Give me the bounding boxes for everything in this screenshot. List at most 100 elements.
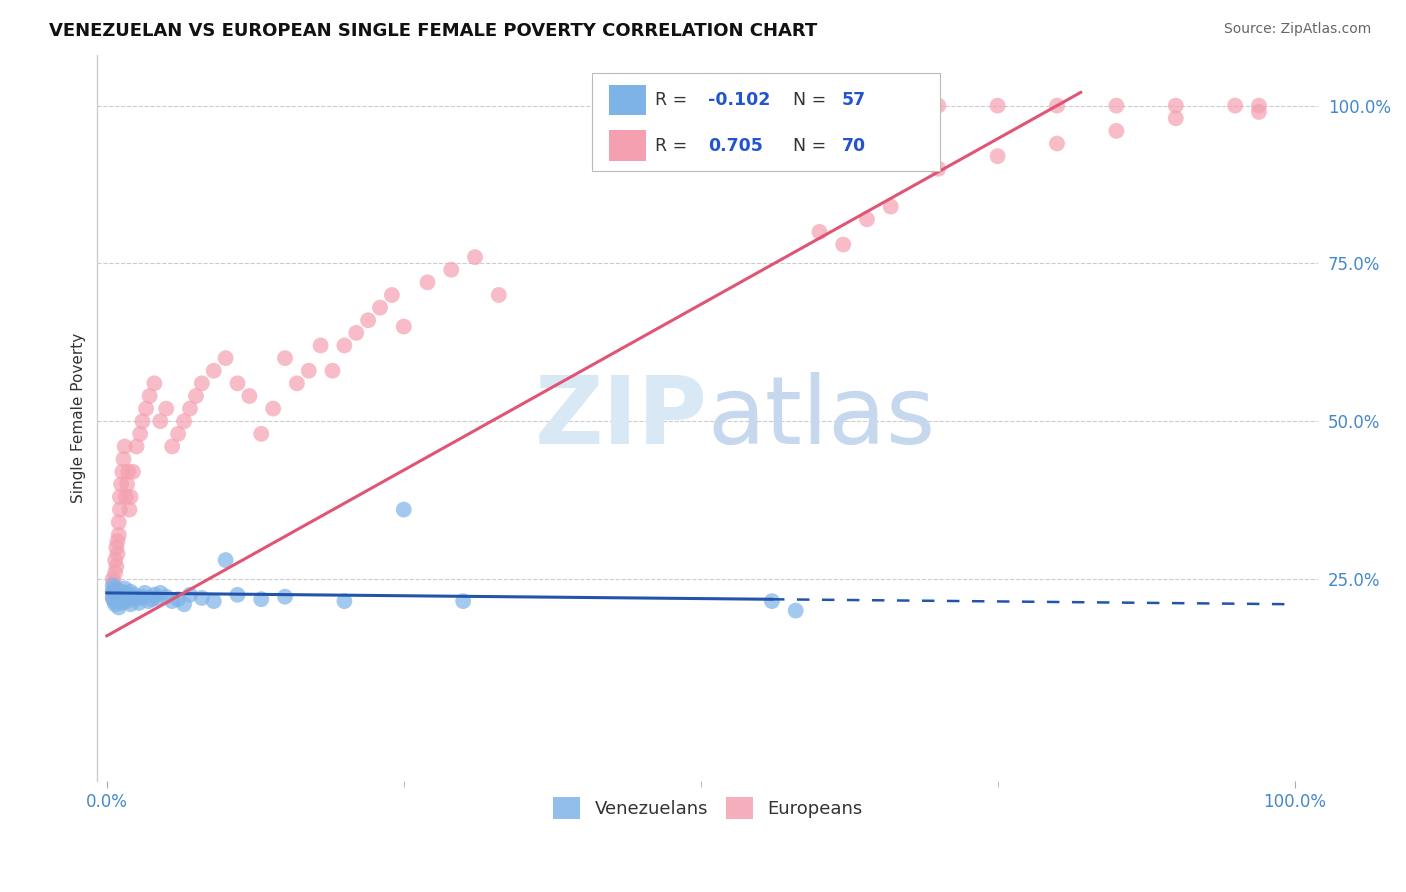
Point xyxy=(761,594,783,608)
Point xyxy=(868,98,890,112)
Point xyxy=(226,588,249,602)
Text: VENEZUELAN VS EUROPEAN SINGLE FEMALE POVERTY CORRELATION CHART: VENEZUELAN VS EUROPEAN SINGLE FEMALE POV… xyxy=(49,22,817,40)
Point xyxy=(129,426,152,441)
Point xyxy=(451,594,474,608)
Point xyxy=(808,225,831,239)
Point xyxy=(333,594,356,608)
Point xyxy=(103,582,125,596)
Point xyxy=(1223,98,1246,112)
Point xyxy=(274,590,297,604)
Legend: Venezuelans, Europeans: Venezuelans, Europeans xyxy=(546,790,870,826)
Point xyxy=(298,364,321,378)
Point xyxy=(108,490,131,504)
Point xyxy=(115,477,138,491)
Point xyxy=(120,490,142,504)
Point xyxy=(344,326,367,340)
Point xyxy=(104,597,127,611)
Point xyxy=(122,591,145,605)
Point xyxy=(1164,112,1187,126)
Point xyxy=(111,584,134,599)
Point xyxy=(101,591,124,605)
Point xyxy=(110,477,132,491)
Text: atlas: atlas xyxy=(707,372,936,464)
Point xyxy=(357,313,380,327)
Point xyxy=(1247,105,1270,120)
Point xyxy=(149,414,172,428)
Point xyxy=(108,586,131,600)
Text: 70: 70 xyxy=(842,136,866,154)
Point xyxy=(103,575,125,590)
Point xyxy=(107,590,129,604)
Point xyxy=(1247,98,1270,112)
Point xyxy=(138,594,160,608)
Point xyxy=(111,591,134,605)
Point xyxy=(105,559,128,574)
Point xyxy=(143,376,166,391)
Point xyxy=(155,401,177,416)
Point xyxy=(191,591,214,605)
Text: N =: N = xyxy=(793,91,832,109)
Point xyxy=(115,586,138,600)
Point xyxy=(115,594,138,608)
Text: ZIP: ZIP xyxy=(534,372,707,464)
Point xyxy=(1164,98,1187,112)
Point xyxy=(107,515,129,529)
Point xyxy=(214,351,236,365)
Point xyxy=(173,597,195,611)
Y-axis label: Single Female Poverty: Single Female Poverty xyxy=(72,333,86,503)
Text: R =: R = xyxy=(655,136,693,154)
Point xyxy=(155,590,177,604)
Point xyxy=(262,401,284,416)
Point xyxy=(160,440,183,454)
Point xyxy=(238,389,260,403)
Point xyxy=(131,414,153,428)
Point xyxy=(101,591,124,605)
Point xyxy=(381,288,404,302)
Point xyxy=(392,319,415,334)
Text: 57: 57 xyxy=(842,91,866,109)
Point xyxy=(464,250,486,264)
Point xyxy=(416,276,439,290)
Point xyxy=(214,553,236,567)
Point xyxy=(101,572,124,586)
Point xyxy=(488,288,510,302)
Point xyxy=(160,594,183,608)
Text: Source: ZipAtlas.com: Source: ZipAtlas.com xyxy=(1223,22,1371,37)
Point xyxy=(118,588,141,602)
Point xyxy=(138,389,160,403)
Point xyxy=(107,534,129,549)
Point xyxy=(125,592,148,607)
Point xyxy=(110,590,132,604)
Point xyxy=(104,566,127,580)
Point xyxy=(105,592,128,607)
Point xyxy=(120,597,142,611)
Point xyxy=(440,262,463,277)
Point xyxy=(122,588,145,602)
Point xyxy=(184,389,207,403)
Point xyxy=(108,592,131,607)
Point xyxy=(143,588,166,602)
Point xyxy=(134,586,156,600)
Point xyxy=(880,200,903,214)
Point xyxy=(927,98,949,112)
Point xyxy=(285,376,308,391)
Point xyxy=(111,465,134,479)
Text: N =: N = xyxy=(793,136,832,154)
FancyBboxPatch shape xyxy=(592,73,939,171)
Point xyxy=(927,161,949,176)
Point xyxy=(104,553,127,567)
Point xyxy=(101,584,124,599)
Point xyxy=(179,401,201,416)
Point xyxy=(128,596,150,610)
Point xyxy=(117,591,139,605)
Point xyxy=(1105,124,1128,138)
Point xyxy=(250,592,273,607)
Text: R =: R = xyxy=(655,91,693,109)
Point xyxy=(149,586,172,600)
Point xyxy=(131,590,153,604)
Point xyxy=(250,426,273,441)
Point xyxy=(274,351,297,365)
Point xyxy=(114,440,136,454)
Point xyxy=(120,584,142,599)
Point xyxy=(107,588,129,602)
